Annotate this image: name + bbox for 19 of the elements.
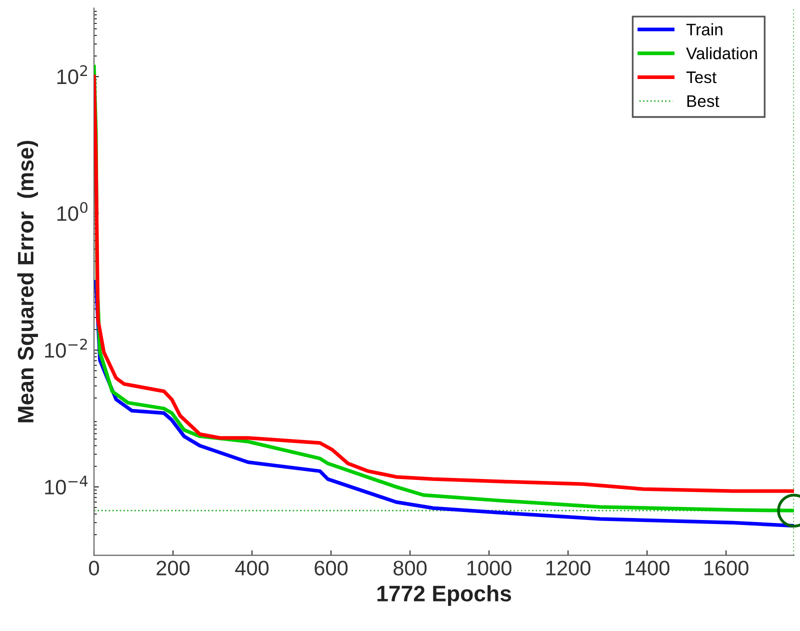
legend-label: Best [687, 95, 720, 108]
y-tick-label: 10$^{−2}$ [45, 338, 87, 358]
x-tick-label: 1000 [467, 560, 512, 576]
legend-label: Train [686, 23, 722, 36]
y-tick-label: 10$^{0}$ [57, 202, 88, 221]
x-tick-label: 600 [314, 560, 348, 576]
x-axis-title: 1772 Epochs [377, 585, 512, 606]
x-tick-label: 200 [156, 560, 190, 576]
x-tick-label: 400 [235, 560, 269, 576]
y-tick-label: 10$^{−4}$ [45, 476, 88, 495]
x-tick-label: 800 [394, 560, 427, 576]
legend-label: Validation [686, 47, 757, 60]
x-tick-label: 1400 [625, 560, 670, 576]
y-axis-title: Mean Squared Error (mse) [17, 140, 38, 422]
x-tick-label: 1600 [704, 560, 748, 576]
y-tick-label: 10$^{2}$ [57, 65, 87, 84]
x-tick-label: 0 [89, 560, 99, 576]
legend-label: Test [686, 72, 716, 84]
x-tick-label: 1200 [546, 560, 590, 576]
